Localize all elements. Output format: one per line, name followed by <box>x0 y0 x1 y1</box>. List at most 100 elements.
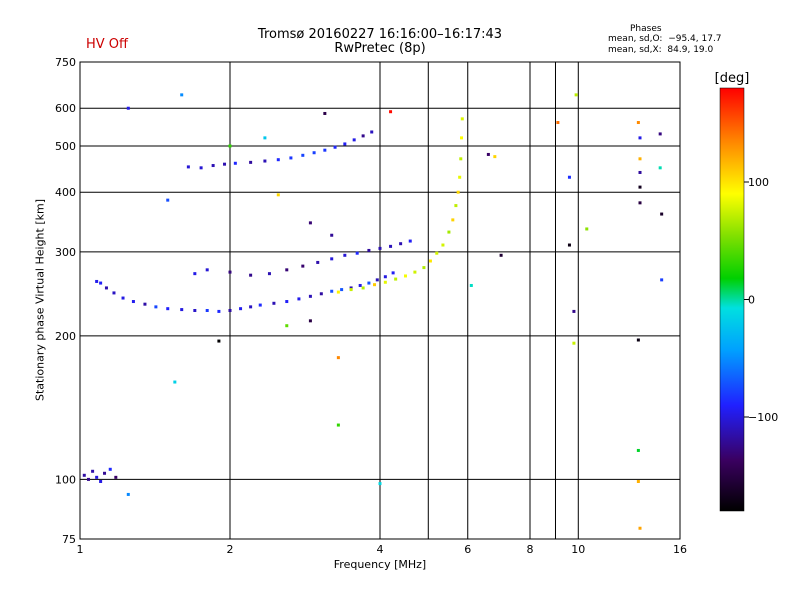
y-axis-label: Stationary phase Virtual Height [km] <box>33 198 47 402</box>
data-point <box>319 292 323 296</box>
data-point <box>352 138 356 142</box>
data-points <box>82 93 664 530</box>
data-point <box>383 280 387 284</box>
data-point <box>143 302 147 306</box>
data-point <box>193 308 197 312</box>
data-point <box>428 259 432 263</box>
data-point <box>349 286 353 290</box>
data-point <box>228 144 232 148</box>
data-point <box>323 111 327 115</box>
y-tick-label: 100 <box>55 473 76 486</box>
y-tick-label: 750 <box>55 56 76 69</box>
x-tick-label: 10 <box>571 543 585 556</box>
data-point <box>166 307 170 311</box>
data-point <box>638 136 642 140</box>
data-point <box>114 475 118 479</box>
data-point <box>636 121 640 125</box>
data-point <box>95 279 99 283</box>
data-point <box>316 260 320 264</box>
data-point <box>636 338 640 342</box>
data-point <box>173 380 177 384</box>
data-point <box>263 159 267 163</box>
data-point <box>272 301 276 305</box>
data-point <box>378 482 382 486</box>
data-point <box>199 166 203 170</box>
data-point <box>308 319 312 323</box>
data-point <box>333 145 337 149</box>
data-point <box>408 239 412 243</box>
data-point <box>263 136 267 140</box>
data-point <box>638 170 642 174</box>
colorbar-tick-label: 0 <box>748 294 755 307</box>
data-point <box>567 243 571 247</box>
data-point <box>99 479 103 483</box>
data-point <box>126 106 130 110</box>
data-point <box>358 283 362 287</box>
chart-subtitle: RwPretec (8p) <box>334 41 426 56</box>
data-point <box>301 153 305 157</box>
data-point <box>297 297 301 301</box>
data-point <box>403 274 407 278</box>
x-tick-label: 2 <box>227 543 234 556</box>
data-point <box>223 162 227 166</box>
data-point <box>389 110 393 114</box>
data-point <box>330 257 334 261</box>
data-point <box>211 164 215 168</box>
data-point <box>301 264 305 268</box>
data-point <box>276 193 280 197</box>
data-point <box>239 307 243 311</box>
data-point <box>308 221 312 225</box>
data-point <box>228 270 232 274</box>
data-point <box>638 185 642 189</box>
data-point <box>459 157 463 161</box>
y-tick-label: 200 <box>55 330 76 343</box>
chart-title: Tromsø 20160227 16:16:00–16:17:43 <box>257 27 503 42</box>
data-point <box>349 288 353 292</box>
data-point <box>217 339 221 343</box>
data-point <box>91 469 95 473</box>
data-point <box>258 303 262 307</box>
y-tick-label: 400 <box>55 186 76 199</box>
data-point <box>166 198 170 202</box>
data-point <box>95 475 99 479</box>
data-point <box>180 93 184 97</box>
data-point <box>454 204 458 208</box>
data-point <box>658 166 662 170</box>
x-tick-label: 16 <box>673 543 687 556</box>
colorbar-ticks: 100 0 −100 [deg] <box>715 71 779 424</box>
data-point <box>154 305 158 309</box>
data-point <box>205 268 209 272</box>
data-point <box>638 157 642 161</box>
data-point <box>636 479 640 483</box>
colorbar-label: [deg] <box>715 71 750 86</box>
data-point <box>399 242 403 246</box>
data-point <box>460 136 464 140</box>
data-point <box>323 148 327 152</box>
x-tick-label: 1 <box>77 543 84 556</box>
data-point <box>556 121 560 125</box>
data-point <box>276 158 280 162</box>
data-point <box>451 218 455 222</box>
data-point <box>289 156 293 160</box>
data-point <box>205 308 209 312</box>
colorbar <box>719 87 745 512</box>
data-point <box>193 272 197 276</box>
data-point <box>361 134 365 138</box>
data-point <box>217 309 221 313</box>
data-point <box>336 356 340 360</box>
data-point <box>330 289 334 293</box>
data-point <box>572 309 576 313</box>
data-point <box>267 272 271 276</box>
data-point <box>228 308 232 312</box>
data-point <box>121 296 125 300</box>
data-point <box>378 246 382 250</box>
plot-frame <box>79 61 681 540</box>
hv-status: HV Off <box>86 37 128 52</box>
phase-stats-x: mean, sd,X: 84.9, 19.0 <box>608 45 714 55</box>
data-point <box>340 288 344 292</box>
data-point <box>375 278 379 282</box>
data-point <box>394 277 398 281</box>
plot-grid <box>80 62 680 539</box>
data-point <box>389 244 393 248</box>
data-point <box>312 151 316 155</box>
